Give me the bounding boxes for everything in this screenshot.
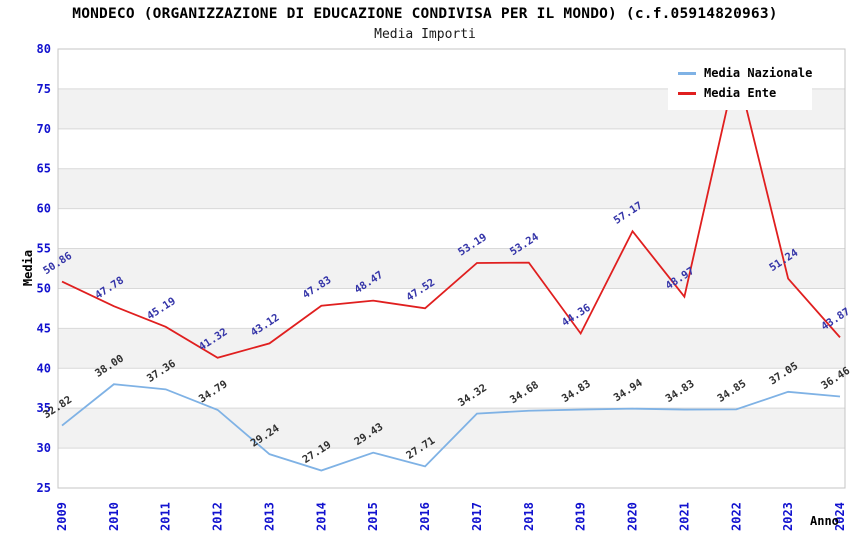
svg-text:2019: 2019	[574, 502, 588, 531]
svg-text:45.19: 45.19	[145, 295, 178, 322]
svg-text:50: 50	[37, 281, 51, 295]
svg-text:34.83: 34.83	[663, 378, 696, 405]
svg-text:44.36: 44.36	[560, 302, 593, 329]
svg-text:2023: 2023	[781, 502, 795, 531]
y-axis-title: Media	[21, 249, 35, 287]
svg-text:2024: 2024	[833, 502, 847, 531]
svg-text:2020: 2020	[626, 502, 640, 531]
svg-text:34.68: 34.68	[508, 379, 541, 406]
series-line-media-nazionale	[61, 383, 841, 472]
svg-text:2011: 2011	[159, 502, 173, 531]
svg-text:25: 25	[37, 481, 51, 495]
svg-text:34.83: 34.83	[560, 378, 593, 405]
svg-text:2017: 2017	[470, 502, 484, 531]
svg-text:2016: 2016	[418, 502, 432, 531]
svg-text:2015: 2015	[366, 502, 380, 531]
svg-text:2009: 2009	[55, 502, 69, 531]
svg-text:35: 35	[37, 401, 51, 415]
x-axis-title: Anno	[810, 514, 839, 528]
legend-item-media-ente: Media Ente	[678, 83, 812, 103]
svg-text:70: 70	[37, 122, 51, 136]
svg-text:2018: 2018	[522, 502, 536, 531]
svg-text:2010: 2010	[107, 502, 121, 531]
legend-swatch-nazionale-icon	[678, 71, 696, 75]
svg-text:75: 75	[37, 82, 51, 96]
svg-text:40: 40	[37, 361, 51, 375]
y-tick-labels: 25 30 35 40 45 50 55 60 65 70 75 80	[37, 42, 51, 495]
legend: Media Nazionale Media Ente	[668, 57, 812, 110]
svg-text:34.85: 34.85	[715, 378, 748, 405]
svg-text:2012: 2012	[211, 502, 225, 531]
svg-text:34.79: 34.79	[197, 378, 230, 405]
svg-text:55: 55	[37, 242, 51, 256]
series-line-media-ente	[61, 67, 841, 359]
legend-item-media-nazionale: Media Nazionale	[678, 63, 812, 83]
svg-text:2022: 2022	[729, 502, 743, 531]
svg-text:34.32: 34.32	[456, 382, 489, 409]
svg-text:2021: 2021	[677, 502, 691, 531]
svg-text:34.94: 34.94	[612, 377, 645, 404]
svg-text:65: 65	[37, 162, 51, 176]
svg-text:2014: 2014	[314, 502, 328, 531]
x-tick-labels: 2009 2010 2011 2012 2013 2014 2015 2016 2017 2018…	[55, 502, 847, 531]
svg-text:2013: 2013	[262, 502, 276, 531]
chart-subtitle: Media Importi	[374, 27, 476, 42]
chart-title: MONDECO (ORGANIZZAZIONE DI EDUCAZIONE CO…	[72, 6, 778, 22]
svg-text:30: 30	[37, 441, 51, 455]
svg-text:80: 80	[37, 42, 51, 56]
legend-label-nazionale: Media Nazionale	[704, 66, 813, 80]
legend-label-ente: Media Ente	[704, 86, 777, 100]
plot-bands	[58, 88, 845, 449]
svg-text:60: 60	[37, 202, 51, 216]
plot-border	[57, 48, 846, 489]
legend-swatch-ente-icon	[678, 91, 696, 95]
svg-text:45: 45	[37, 321, 51, 335]
